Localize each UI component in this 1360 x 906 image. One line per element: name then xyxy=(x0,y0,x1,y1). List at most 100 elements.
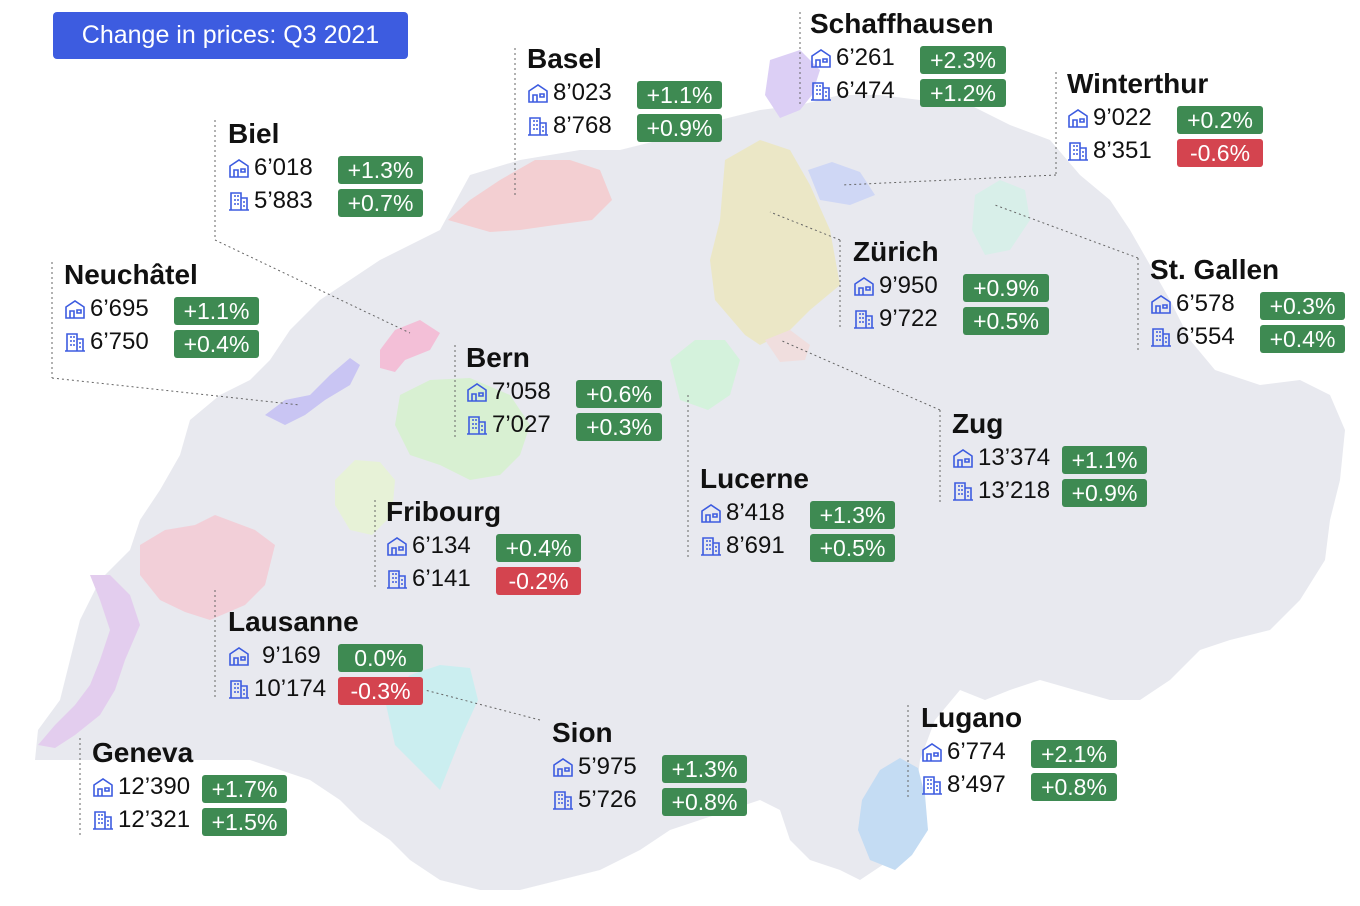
apartment-price-row: 9’722 xyxy=(853,302,939,335)
apartment-building-icon xyxy=(386,568,408,590)
st-gallen-region xyxy=(972,180,1030,255)
apartment-price: 8’497 xyxy=(947,770,1006,798)
city-label-lucerne: Lucerne 8’418 8’691 xyxy=(700,462,809,562)
apartment-building-icon xyxy=(921,774,943,796)
apartment-building-icon xyxy=(527,115,549,137)
house-icon xyxy=(527,82,549,104)
leader-line-st-gallen-2 xyxy=(994,204,1139,259)
city-name: Lugano xyxy=(921,702,1023,733)
city-name: Winterthur xyxy=(1067,68,1209,99)
house-price: 6’578 xyxy=(1176,289,1235,317)
apartment-change-badge-biel: +0.7% xyxy=(338,189,423,217)
apartment-change-badge-zurich: +0.5% xyxy=(963,307,1049,335)
city-name: Lausanne xyxy=(228,606,359,637)
house-price: 9’022 xyxy=(1093,103,1152,131)
geneva-region xyxy=(38,575,140,748)
house-change-badge-neuchatel: +1.1% xyxy=(174,297,259,325)
fribourg-region xyxy=(335,460,395,535)
apartment-building-icon xyxy=(952,480,974,502)
apartment-change-badge-schaffhausen: +1.2% xyxy=(920,79,1006,107)
house-price-row: 6’695 xyxy=(64,292,198,325)
city-name: Bern xyxy=(466,342,530,373)
house-change-badge-lucerne: +1.3% xyxy=(810,501,895,529)
house-icon xyxy=(92,776,114,798)
house-change-badge-zug: +1.1% xyxy=(1062,446,1147,474)
house-price-row: 9’022 xyxy=(1067,101,1208,134)
house-price-row: 6’578 xyxy=(1150,287,1279,320)
apartment-price-row: 13’218 xyxy=(952,474,1050,507)
apartment-change-badge-lausanne: -0.3% xyxy=(338,677,423,705)
apartment-building-icon xyxy=(853,308,875,330)
lucerne-region xyxy=(670,340,740,410)
apartment-price: 10’174 xyxy=(254,674,327,702)
city-label-fribourg: Fribourg 6’134 6’141 xyxy=(386,495,501,595)
house-price: 5’975 xyxy=(578,752,637,780)
house-price-row: 5’975 xyxy=(552,750,637,783)
lugano-region xyxy=(858,758,928,870)
city-name: Zürich xyxy=(853,236,939,267)
apartment-price: 6’750 xyxy=(90,327,149,355)
city-label-lausanne: Lausanne 9’169 10’174 xyxy=(228,605,359,705)
apartment-price: 6’554 xyxy=(1176,322,1235,350)
apartment-price-row: 8’351 xyxy=(1067,134,1208,167)
city-label-zug: Zug 13’374 13’218 xyxy=(952,407,1050,507)
city-label-zurich: Zürich 9’950 9’722 xyxy=(853,235,939,335)
apartment-price: 8’691 xyxy=(726,531,785,559)
house-change-badge-lugano: +2.1% xyxy=(1031,740,1117,768)
apartment-price-row: 8’691 xyxy=(700,529,809,562)
apartment-building-icon xyxy=(228,190,250,212)
title-badge: Change in prices: Q3 2021 xyxy=(53,12,408,59)
apartment-building-icon xyxy=(552,789,574,811)
house-price: 6’774 xyxy=(947,737,1006,765)
apartment-building-icon xyxy=(64,331,86,353)
basel-region xyxy=(448,160,612,232)
house-price: 12’390 xyxy=(118,772,191,800)
house-price: 13’374 xyxy=(978,443,1051,471)
city-label-basel: Basel 8’023 8’768 xyxy=(527,42,612,142)
house-price: 9’169 xyxy=(262,641,321,669)
city-name: Schaffhausen xyxy=(810,8,994,39)
apartment-change-badge-lucerne: +0.5% xyxy=(810,534,895,562)
house-change-badge-basel: +1.1% xyxy=(637,81,722,109)
city-label-sion: Sion 5’975 5’726 xyxy=(552,716,637,816)
house-change-badge-zurich: +0.9% xyxy=(963,274,1049,302)
apartment-building-icon xyxy=(92,809,114,831)
house-price: 8’023 xyxy=(553,78,612,106)
city-name: Zug xyxy=(952,408,1004,439)
apartment-price-row: 8’768 xyxy=(527,109,612,142)
apartment-change-badge-fribourg: -0.2% xyxy=(496,567,581,595)
house-price-row: 8’023 xyxy=(527,76,612,109)
apartment-building-icon xyxy=(700,535,722,557)
city-label-bern: Bern 7’058 7’027 xyxy=(466,341,551,441)
neuchatel-region xyxy=(265,358,360,425)
house-price-row: 7’058 xyxy=(466,375,551,408)
city-label-st-gallen: St. Gallen 6’578 6’554 xyxy=(1150,253,1279,353)
apartment-price-row: 8’497 xyxy=(921,768,1022,801)
apartment-price: 9’722 xyxy=(879,304,938,332)
house-price: 6’695 xyxy=(90,294,149,322)
city-label-geneva: Geneva 12’390 12’321 xyxy=(92,736,193,836)
zug-region xyxy=(765,330,810,362)
house-change-badge-biel: +1.3% xyxy=(338,156,423,184)
apartment-change-badge-basel: +0.9% xyxy=(637,114,722,142)
apartment-price: 12’321 xyxy=(118,805,191,833)
apartment-building-icon xyxy=(1067,140,1089,162)
zurich-region xyxy=(710,140,840,345)
house-price-row: 6’018 xyxy=(228,151,313,184)
house-price: 9’950 xyxy=(879,271,938,299)
bern-region xyxy=(395,378,530,480)
house-icon xyxy=(921,741,943,763)
apartment-price-row: 6’750 xyxy=(64,325,198,358)
house-change-badge-lausanne: 0.0% xyxy=(338,644,423,672)
house-icon xyxy=(386,535,408,557)
house-price: 6’018 xyxy=(254,153,313,181)
apartment-price-row: 5’726 xyxy=(552,783,637,816)
house-price-row: 9’950 xyxy=(853,269,939,302)
city-label-lugano: Lugano 6’774 8’497 xyxy=(921,701,1022,801)
house-change-badge-winterthur: +0.2% xyxy=(1177,106,1263,134)
apartment-change-badge-neuchatel: +0.4% xyxy=(174,330,259,358)
city-label-winterthur: Winterthur 9’022 8’351 xyxy=(1067,67,1208,167)
leader-line-biel-2 xyxy=(214,239,411,334)
house-price-row: 12’390 xyxy=(92,770,193,803)
house-price-row: 8’418 xyxy=(700,496,809,529)
